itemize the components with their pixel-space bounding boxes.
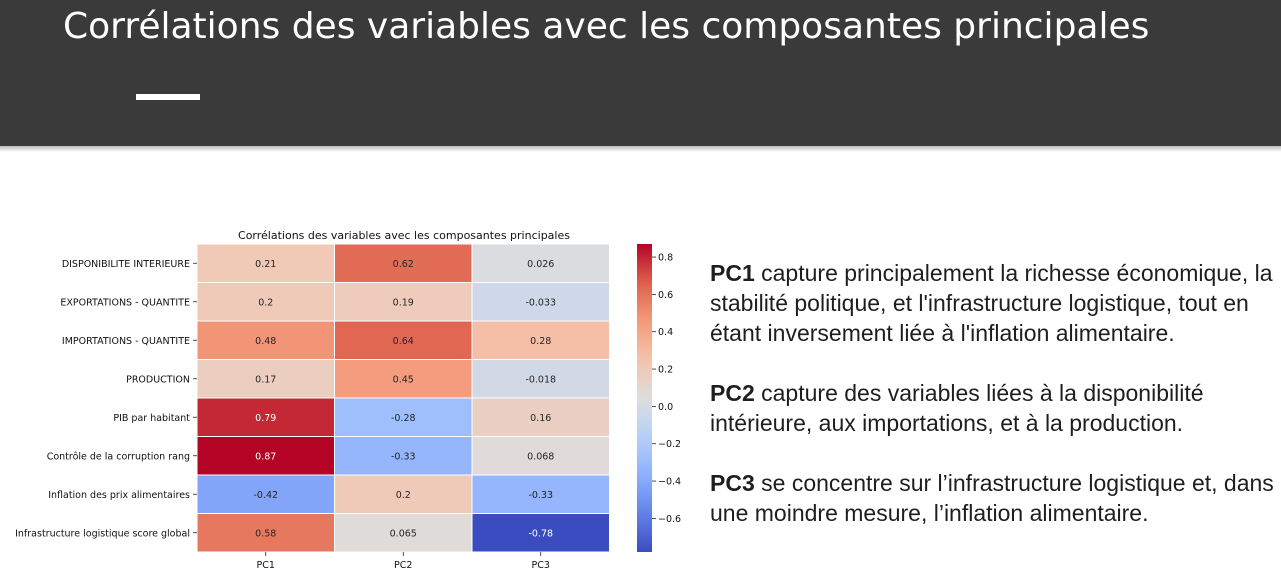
column-label: PC2: [394, 560, 412, 571]
heatmap-cells: [196, 243, 610, 553]
explanation-pc1: PC1 capture principalement la richesse é…: [710, 258, 1281, 348]
row-label: PRODUCTION: [126, 374, 190, 385]
heatmap-cell-label: 0.2: [396, 490, 411, 501]
colorbar: [637, 244, 652, 552]
heatmap-cell: [471, 243, 610, 283]
heatmap-cell-label: 0.45: [393, 374, 414, 385]
heatmap-cell-label: -0.42: [253, 490, 278, 501]
heatmap-cell: [196, 397, 335, 437]
heatmap-column-labels: PC1 PC2 PC3: [257, 552, 550, 571]
heatmap-row-labels: DISPONIBILITE INTERIEURE EXPORTATIONS - Q…: [15, 259, 197, 539]
explanation-pc1-text: capture principalement la richesse écono…: [710, 260, 1273, 346]
explanation-pc1-label: PC1: [710, 260, 755, 286]
colorbar-tick-label: 0.4: [658, 327, 673, 338]
row-label: DISPONIBILITE INTERIEURE: [62, 259, 190, 270]
heatmap-cell: [334, 436, 473, 476]
explanation-pc2-label: PC2: [710, 380, 755, 406]
heatmap-cell: [334, 320, 473, 360]
heatmap-cell-label: 0.065: [390, 528, 417, 539]
heatmap-cell-label: 0.48: [255, 336, 276, 347]
heatmap-cell-labels: 0.21 0.62 0.026 0.2 0.19 -0.033 0.48 0.64 0.28 0.…: [253, 259, 556, 540]
heatmap-cell-label: -0.033: [525, 297, 556, 308]
row-label: Infrastructure logistique score global: [15, 528, 190, 539]
explanation-pc2: PC2 capture des variables liées à la dis…: [710, 378, 1281, 438]
heatmap-cell-label: -0.33: [391, 451, 416, 462]
heatmap-cell-label: 0.068: [527, 451, 554, 462]
heatmap-cell-label: -0.33: [528, 490, 553, 501]
heatmap-cell: [196, 243, 335, 283]
heatmap-cell: [471, 436, 610, 476]
heatmap-cell-label: -0.78: [528, 528, 553, 539]
row-label: Contrôle de la corruption rang: [47, 451, 190, 462]
colorbar-tick-label: 0.2: [658, 365, 673, 376]
heatmap-cell-label: 0.19: [393, 297, 414, 308]
explanation-pc3-text: se concentre sur l’infrastructure logist…: [710, 470, 1274, 526]
row-label: EXPORTATIONS - QUANTITE: [60, 297, 190, 308]
heatmap-cell-label: 0.2: [258, 297, 273, 308]
explanation-pc3: PC3 se concentre sur l’infrastructure lo…: [710, 468, 1281, 528]
heatmap-cell: [334, 513, 473, 553]
title-underline: [136, 94, 200, 100]
slide-title: Corrélations des variables avec les comp…: [63, 6, 1150, 47]
heatmap-cell: [196, 436, 335, 476]
colorbar-tick-label: −0.6: [658, 514, 681, 525]
heatmap-cell: [196, 513, 335, 553]
heatmap-cell-label: -0.018: [525, 374, 556, 385]
heatmap-cell-label: 0.58: [255, 528, 276, 539]
heatmap-cell: [471, 397, 610, 437]
heatmap-cell: [334, 474, 473, 514]
heatmap-cell: [471, 320, 610, 360]
colorbar-tick-label: 0.6: [658, 290, 673, 301]
column-label: PC3: [532, 560, 550, 571]
heatmap-cell-label: 0.16: [530, 413, 551, 424]
row-label: IMPORTATIONS - QUANTITE: [62, 336, 190, 347]
header-shadow: [0, 146, 1281, 152]
heatmap-cell-label: 0.21: [255, 259, 276, 270]
heatmap-cell-label: 0.62: [393, 259, 414, 270]
row-label: Inflation des prix alimentaires: [48, 490, 190, 501]
heatmap-cell: [471, 513, 610, 553]
slide-header: [0, 0, 1281, 146]
heatmap-cell: [334, 397, 473, 437]
chart-title: Corrélations des variables avec les comp…: [238, 229, 570, 242]
colorbar-tick-label: −0.4: [658, 477, 681, 488]
heatmap-cell-label: 0.17: [255, 374, 276, 385]
explanation-pc3-label: PC3: [710, 470, 755, 496]
heatmap-cell: [471, 474, 610, 514]
correlation-heatmap: Corrélations des variables avec les comp…: [15, 229, 681, 571]
colorbar-ticks: 0.8 0.6 0.4 0.2 0.0 −0.2 −0.4 −0.6: [652, 253, 681, 525]
heatmap-cell-label: 0.79: [255, 413, 276, 424]
heatmap-cell-label: 0.026: [527, 259, 554, 270]
heatmap-cell-label: -0.28: [391, 413, 416, 424]
colorbar-tick-label: −0.2: [658, 439, 681, 450]
heatmap-cell: [334, 243, 473, 283]
explanation-text: PC1 capture principalement la richesse é…: [710, 258, 1281, 558]
colorbar-tick-label: 0.8: [658, 253, 673, 264]
heatmap-cell-label: 0.87: [255, 451, 276, 462]
heatmap-cell: [196, 359, 335, 399]
heatmap-cell-label: 0.64: [393, 336, 414, 347]
row-label: PIB par habitant: [113, 413, 190, 424]
heatmap-cell-label: 0.28: [530, 336, 551, 347]
column-label: PC1: [257, 560, 275, 571]
heatmap-cell: [471, 359, 610, 399]
colorbar-tick-label: 0.0: [658, 402, 673, 413]
explanation-pc2-text: capture des variables liées à la disponi…: [710, 380, 1204, 436]
